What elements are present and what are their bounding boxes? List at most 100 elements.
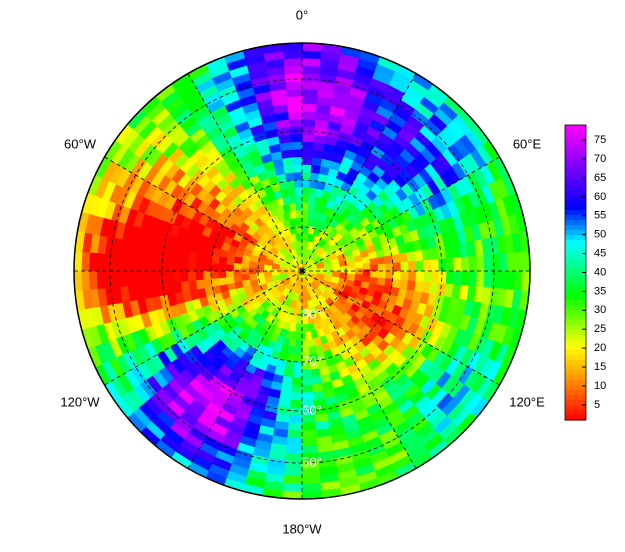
cell: [507, 308, 520, 330]
cell: [457, 109, 479, 131]
cell: [359, 139, 376, 153]
cell: [399, 252, 409, 263]
cell: [382, 209, 396, 222]
cell: [353, 254, 363, 263]
cell: [480, 320, 494, 340]
cell: [198, 367, 215, 383]
cell: [202, 278, 213, 289]
cell: [217, 255, 228, 265]
cell: [109, 319, 124, 339]
cell: [470, 397, 490, 419]
cell: [345, 101, 363, 115]
cell: [459, 348, 476, 368]
cell: [158, 319, 172, 336]
cell: [452, 384, 471, 405]
cell: [284, 64, 303, 75]
cell: [164, 281, 175, 295]
cell: [139, 212, 153, 230]
cell: [307, 323, 316, 333]
cell: [339, 265, 349, 273]
cell: [460, 271, 471, 287]
cell: [161, 118, 181, 137]
cell: [487, 322, 502, 343]
cell: [389, 159, 406, 175]
cell: [154, 82, 177, 103]
cell: [301, 346, 310, 356]
cell: [315, 428, 332, 439]
cell: [86, 173, 103, 196]
cell: [228, 176, 242, 190]
cell: [236, 329, 249, 342]
cell: [232, 275, 243, 283]
cell: [348, 395, 364, 408]
cell: [288, 322, 297, 333]
cell: [149, 283, 160, 298]
cell: [514, 211, 528, 234]
cell: [126, 388, 145, 409]
cell: [378, 131, 395, 147]
cell: [444, 358, 461, 377]
cell: [124, 207, 138, 226]
cell: [492, 156, 510, 179]
cell: [289, 399, 302, 409]
cell: [142, 283, 153, 299]
cell: [466, 351, 482, 371]
cell: [457, 412, 478, 434]
longitude-label: 0°: [296, 7, 308, 22]
cell: [274, 165, 286, 176]
cell: [288, 414, 302, 424]
cell: [408, 271, 417, 282]
cell: [394, 153, 411, 170]
cell: [290, 384, 302, 394]
cell: [346, 141, 361, 155]
cell: [294, 300, 302, 310]
cell: [409, 368, 425, 386]
cell: [269, 443, 287, 454]
cell: [473, 318, 487, 338]
cell: [469, 373, 488, 395]
cell: [395, 187, 409, 202]
cell: [307, 338, 316, 348]
cell: [243, 420, 261, 434]
colorbar-swatch: [565, 375, 586, 381]
cell: [141, 256, 151, 271]
cell: [440, 186, 455, 205]
cell: [100, 360, 118, 382]
cell: [363, 132, 380, 147]
cell: [344, 428, 363, 441]
cell: [430, 271, 440, 284]
cell: [372, 111, 391, 127]
cell: [285, 80, 303, 90]
cell: [149, 392, 168, 412]
cell: [119, 238, 130, 256]
labels: 0° 60°E 120°E 180°W 120°W 60°W 80° 70° 60° 50°: [60, 7, 545, 536]
cell: [128, 174, 145, 194]
cell: [385, 118, 404, 135]
cell: [214, 138, 231, 153]
cell: [369, 277, 379, 285]
cell: [368, 409, 387, 424]
cell: [324, 262, 334, 270]
cell: [179, 85, 201, 103]
cell: [210, 277, 220, 287]
cell: [388, 387, 406, 403]
cell: [183, 141, 200, 159]
cell: [295, 209, 303, 219]
cell: [284, 171, 295, 182]
cell: [358, 422, 377, 437]
cell: [302, 224, 310, 234]
cell: [238, 435, 257, 449]
cell: [202, 178, 217, 193]
cell: [293, 354, 302, 364]
cell: [95, 323, 110, 345]
cell: [278, 390, 292, 401]
cell: [202, 323, 215, 337]
cell: [218, 84, 238, 99]
cell: [196, 353, 211, 369]
cell: [294, 316, 302, 326]
cell: [301, 323, 309, 333]
cell: [217, 263, 227, 271]
cell: [414, 152, 432, 169]
cell: [309, 267, 318, 275]
cell: [424, 89, 446, 109]
